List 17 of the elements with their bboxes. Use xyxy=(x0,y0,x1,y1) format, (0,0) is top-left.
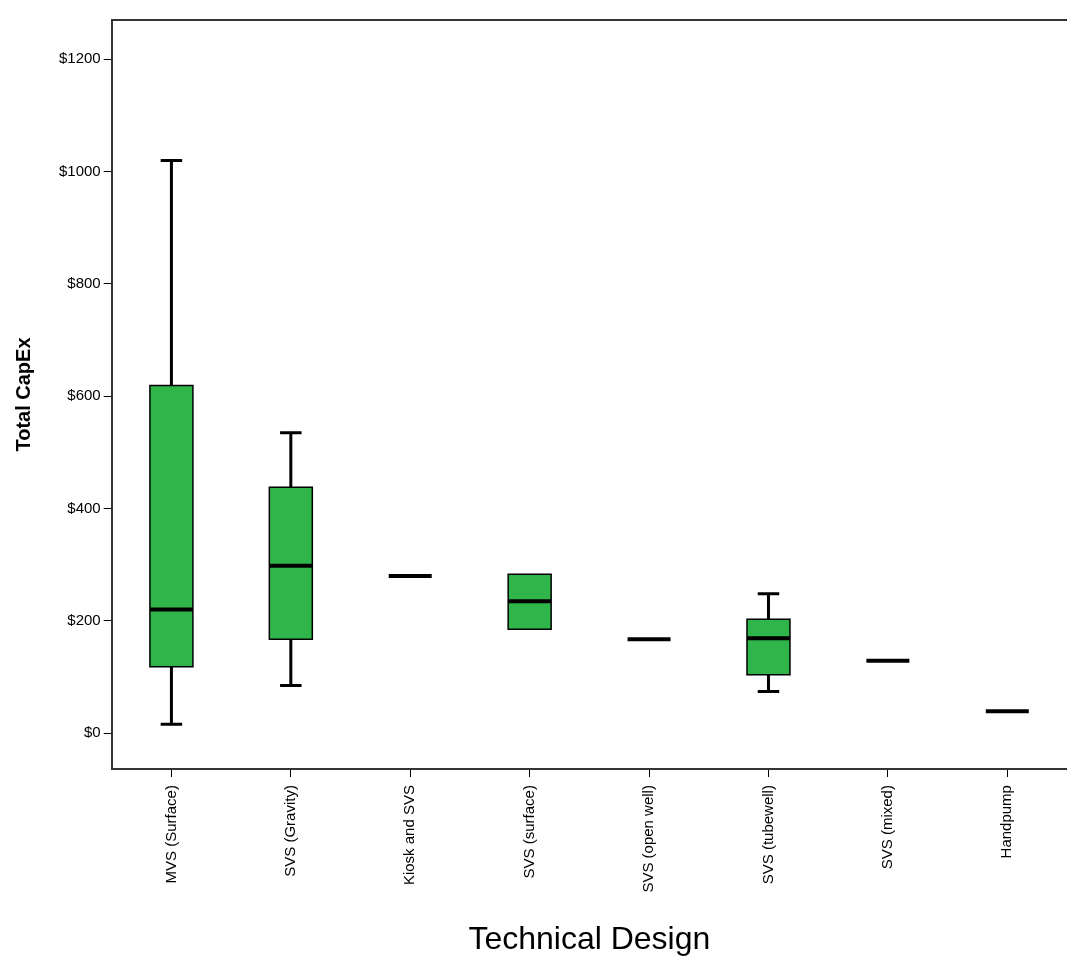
x-tick-label: SVS (tubewell) xyxy=(758,785,776,885)
x-tick-label: SVS (Gravity) xyxy=(280,785,298,877)
y-tick-label: $600 xyxy=(67,386,101,404)
y-axis-title: Total CapEx xyxy=(11,337,34,452)
y-tick-label: $200 xyxy=(67,610,101,628)
x-tick-label: SVS (open well) xyxy=(639,785,657,893)
y-tick-label: $1000 xyxy=(58,161,101,179)
x-tick-label: Kiosk and SVS xyxy=(400,785,418,886)
y-tick-label: $1200 xyxy=(58,49,101,67)
x-axis-title: Technical Design xyxy=(468,919,711,956)
y-tick-label: $0 xyxy=(84,723,101,741)
x-tick-label: SVS (surface) xyxy=(519,785,537,879)
x-tick-label: MVS (Surface) xyxy=(161,785,179,884)
x-tick-label: Handpump xyxy=(997,785,1015,859)
x-tick-label: SVS (mixed) xyxy=(878,785,896,870)
y-tick-label: $800 xyxy=(67,274,101,292)
y-tick-label: $400 xyxy=(67,498,101,516)
